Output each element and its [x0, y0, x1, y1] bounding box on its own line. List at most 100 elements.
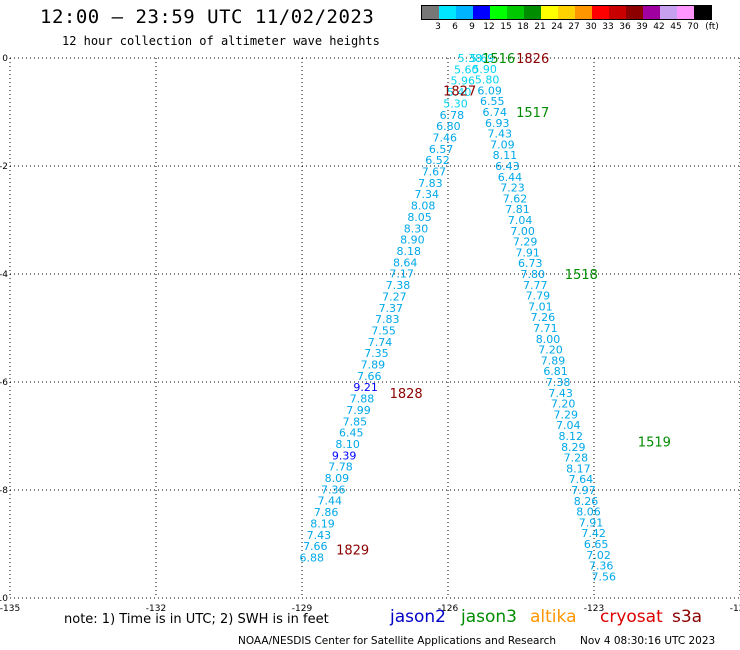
- wave-height-value: 8.26: [574, 495, 599, 508]
- wave-height-value: 7.55: [371, 324, 396, 337]
- y-tick-label: -2: [0, 162, 8, 172]
- x-tick-label: -132: [146, 604, 166, 614]
- legend-swatch: [524, 6, 541, 19]
- legend-swatch: [541, 6, 558, 19]
- legend-swatch: [626, 6, 643, 19]
- wave-height-value: 5.60: [454, 63, 479, 76]
- wave-height-value: 7.83: [418, 177, 443, 190]
- wave-height-value: 8.17: [566, 462, 591, 475]
- wave-height-value: 8.90: [400, 234, 425, 247]
- legend-unit: (ft): [705, 22, 719, 32]
- x-tick-label: -126: [438, 604, 459, 614]
- y-tick-label: -6: [0, 378, 8, 388]
- legend-swatch: [558, 6, 575, 19]
- wave-height-value: 7.35: [364, 347, 389, 360]
- legend-label: 30: [585, 22, 597, 32]
- legend-label: 9: [469, 22, 475, 32]
- wave-height-value: 7.78: [328, 461, 353, 474]
- wave-height-value: 7.20: [538, 344, 563, 357]
- wave-height-value: 8.05: [407, 211, 432, 224]
- legend-label: 39: [636, 22, 648, 32]
- wave-height-value: 8.10: [335, 438, 360, 451]
- wave-height-value: 7.43: [548, 387, 573, 400]
- wave-height-value: 5.38: [458, 52, 483, 65]
- legend-swatch: [609, 6, 626, 19]
- pass-time-label: 1828: [390, 387, 423, 402]
- y-tick-label: -10: [0, 594, 8, 604]
- wave-height-value: 7.23: [500, 182, 525, 195]
- legend-label: 45: [670, 22, 682, 32]
- wave-height-value: 6.93: [485, 117, 510, 130]
- legend-swatch: [592, 6, 609, 19]
- wave-height-value: 8.19: [310, 517, 335, 530]
- wave-height-value: 6.88: [299, 552, 324, 565]
- wave-height-value: 7.42: [581, 527, 606, 540]
- wave-height-value: 7.44: [317, 495, 342, 508]
- legend-swatch: [490, 6, 507, 19]
- legend-swatch: [575, 6, 592, 19]
- chart-subtitle: 12 hour collection of altimeter wave hei…: [62, 34, 380, 48]
- legend-swatch: [660, 6, 677, 19]
- wave-height-value: 7.99: [346, 404, 371, 417]
- legend-labels: 3 6 9 12 15 18 21 24 27 30 33 36 39 42 45 70 (ft): [421, 20, 719, 32]
- wave-height-value: 6.80: [436, 120, 461, 133]
- legend-swatch: [643, 6, 660, 19]
- legend-label: 70: [687, 22, 699, 32]
- wave-height-value: 6.44: [498, 171, 523, 184]
- wave-height-value: 7.77: [523, 279, 548, 292]
- x-tick-label: -120: [730, 604, 740, 614]
- wave-height-value: 7.62: [503, 192, 528, 205]
- legend-label: 18: [517, 22, 529, 32]
- legend-label: 6: [452, 22, 458, 32]
- color-legend: 3 6 9 12 15 18 21 24 27 30 33 36 39 42 45 70 (ft): [421, 5, 719, 32]
- wave-height-value: 7.29: [553, 408, 578, 421]
- legend-swatch: [507, 6, 524, 19]
- wave-height-value: 7.43: [488, 128, 513, 141]
- y-tick-label: -8: [0, 486, 8, 496]
- wave-height-value: 7.46: [432, 131, 457, 144]
- wave-height-value: 7.85: [343, 415, 368, 428]
- wave-height-value: 9.39: [332, 449, 357, 462]
- pass-time-label: 1827: [443, 84, 476, 99]
- wave-height-value: 8.29: [561, 441, 586, 454]
- wave-height-value: 6.65: [584, 538, 609, 551]
- wave-height-value: 5.69: [470, 52, 495, 65]
- legend-swatch: [694, 6, 711, 19]
- wave-height-value: 7.88: [350, 393, 375, 406]
- timestamp-text: Nov 4 08:30:16 UTC 2023: [580, 635, 716, 647]
- wave-height-value: 8.11: [493, 149, 518, 162]
- wave-height-value: 6.52: [425, 154, 450, 167]
- wave-height-value: 7.28: [564, 452, 589, 465]
- wave-height-value: 7.74: [368, 336, 393, 349]
- wave-height-value: 7.27: [382, 290, 407, 303]
- satellite-jason3: jason3: [461, 607, 517, 627]
- wave-height-value: 7.43: [307, 529, 332, 542]
- wave-height-value: 7.56: [591, 570, 616, 583]
- wave-height-value: 8.08: [411, 200, 436, 213]
- wave-height-value: 7.37: [379, 302, 404, 315]
- wave-height-value: 7.71: [533, 322, 558, 335]
- wave-height-value: 9.21: [353, 381, 378, 394]
- wave-height-value: 7.02: [586, 549, 611, 562]
- legend-swatch: [439, 6, 456, 19]
- wave-height-value: 7.36: [321, 483, 346, 496]
- wave-height-value: 7.38: [546, 376, 571, 389]
- wave-height-value: 8.06: [576, 506, 601, 519]
- legend-swatch: [473, 6, 490, 19]
- legend-swatches: [421, 5, 712, 20]
- wave-height-value: 7.26: [531, 311, 556, 324]
- legend-label: 36: [619, 22, 631, 32]
- y-tick-label: 0: [2, 54, 8, 64]
- wave-height-value: 7.89: [361, 359, 386, 372]
- legend-label: 15: [500, 22, 512, 32]
- wave-height-value: 8.64: [393, 256, 418, 269]
- note-text: note: 1) Time is in UTC; 2) SWH is in fe…: [64, 612, 329, 627]
- legend-swatch: [422, 6, 439, 19]
- wave-height-value: 6.74: [482, 106, 507, 119]
- wave-height-value: 7.00: [510, 225, 535, 238]
- satellite-s3a: s3a: [672, 607, 703, 627]
- pass-time-label: 1826: [516, 52, 549, 67]
- x-tick-label: -135: [0, 604, 20, 614]
- legend-label: 33: [602, 22, 614, 32]
